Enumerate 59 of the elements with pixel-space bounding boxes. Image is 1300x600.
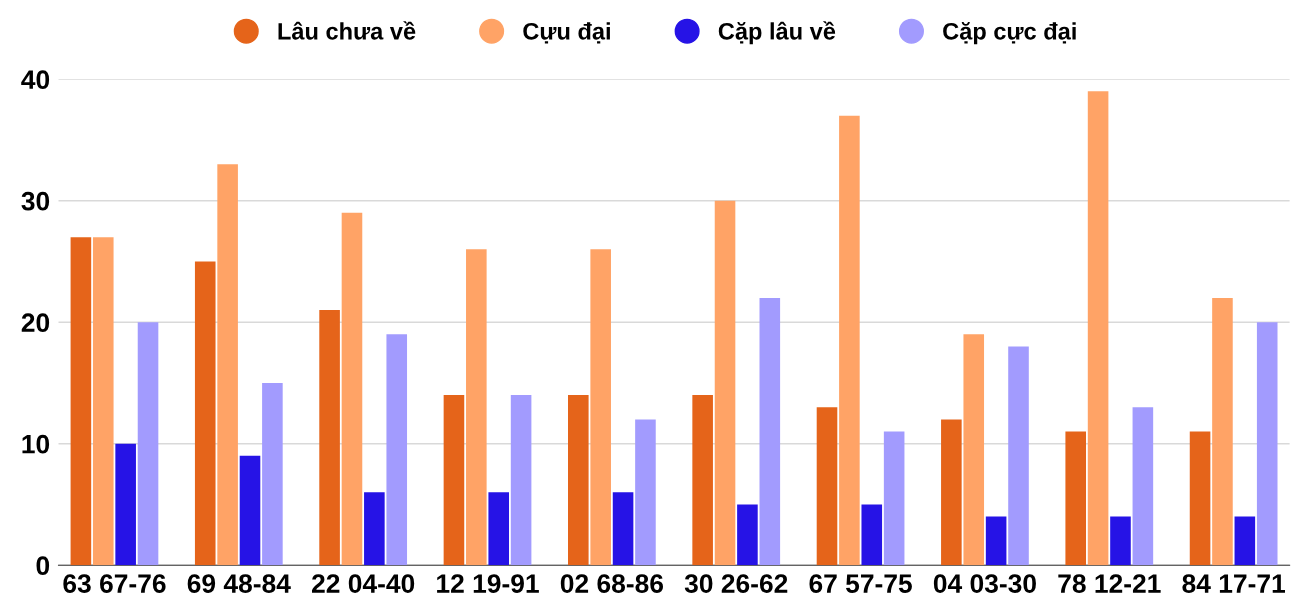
bar bbox=[1212, 297, 1233, 566]
bar bbox=[816, 407, 838, 566]
y-tick-label: 30 bbox=[21, 191, 50, 211]
bar bbox=[262, 382, 283, 566]
bar bbox=[319, 310, 340, 566]
bar bbox=[92, 237, 114, 566]
bar bbox=[985, 516, 1007, 566]
bar bbox=[488, 492, 510, 566]
bar bbox=[612, 492, 634, 566]
bar bbox=[510, 395, 532, 566]
bar bbox=[217, 164, 238, 566]
bar bbox=[568, 395, 589, 566]
legend-label: Lâu chưa về bbox=[278, 21, 416, 40]
x-tick-label: 02 68-86 bbox=[560, 574, 664, 593]
legend-label: Cặp lâu về bbox=[718, 21, 836, 45]
x-tick-label: 78 12-21 bbox=[1058, 574, 1161, 593]
legend-label: Cựu đại bbox=[523, 22, 610, 44]
bar bbox=[386, 334, 408, 566]
bar bbox=[1065, 431, 1087, 566]
x-tick-label: 12 19-91 bbox=[437, 574, 539, 593]
bar bbox=[443, 395, 465, 566]
bar bbox=[341, 212, 363, 566]
bar bbox=[759, 297, 781, 566]
bar bbox=[137, 322, 159, 566]
y-tick-label: 20 bbox=[21, 313, 50, 333]
x-tick-label: 04 03-30 bbox=[933, 574, 1036, 593]
y-tick-label: 0 bbox=[36, 556, 50, 576]
bar bbox=[1256, 322, 1278, 566]
bar bbox=[364, 492, 385, 566]
bar bbox=[70, 237, 92, 566]
bar bbox=[883, 431, 905, 566]
bar bbox=[590, 249, 611, 566]
y-tick-label: 10 bbox=[22, 434, 50, 454]
bar bbox=[1087, 91, 1109, 566]
x-tick-label: 84 17-71 bbox=[1182, 574, 1285, 593]
bar bbox=[861, 504, 883, 566]
bar bbox=[635, 419, 656, 566]
bar bbox=[737, 504, 758, 566]
x-tick-label: 63 67-76 bbox=[63, 574, 166, 593]
y-tick-label: 40 bbox=[21, 70, 50, 90]
bar bbox=[692, 395, 713, 566]
bar bbox=[1132, 407, 1154, 566]
x-tick-label: 30 26-62 bbox=[684, 574, 788, 593]
x-tick-label: 22 04-40 bbox=[312, 574, 415, 593]
bar bbox=[1234, 516, 1256, 566]
x-tick-label: 67 57-75 bbox=[809, 574, 912, 593]
bar bbox=[941, 419, 962, 566]
bar bbox=[1110, 516, 1131, 566]
bar bbox=[466, 249, 487, 566]
bar bbox=[1189, 431, 1211, 566]
x-tick-label: 69 48-84 bbox=[187, 574, 291, 593]
legend-label: Cặp cực đại bbox=[943, 22, 1076, 45]
bar bbox=[1008, 346, 1029, 566]
bar bbox=[194, 261, 216, 566]
bar bbox=[963, 334, 985, 566]
bar bbox=[239, 455, 261, 566]
bar bbox=[839, 115, 860, 566]
bar bbox=[714, 200, 736, 566]
bar bbox=[115, 443, 136, 566]
